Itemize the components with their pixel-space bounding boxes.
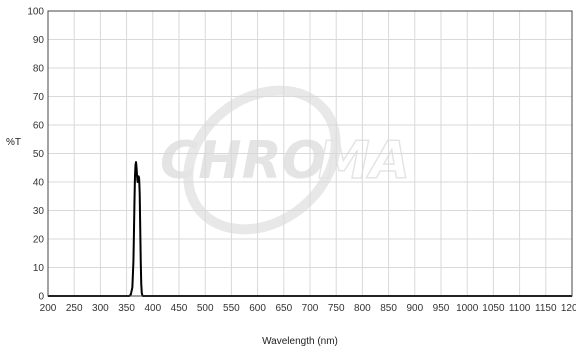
watermark-bold-text: CHRO [160, 131, 326, 191]
y-tick-label: 0 [38, 292, 44, 303]
x-tick-label: 1050 [482, 303, 505, 314]
y-tick-label: 50 [33, 149, 45, 160]
y-tick-label: 10 [33, 263, 45, 274]
x-tick-label: 1000 [456, 303, 479, 314]
y-tick-label: 40 [33, 178, 45, 189]
plot-frame [47, 10, 573, 297]
x-tick-label: 250 [66, 303, 83, 314]
chroma-watermark-logo: CHRO MA [160, 85, 411, 235]
x-tick-label: 550 [223, 303, 240, 314]
x-tick-label: 1100 [509, 303, 531, 314]
grid-lines [47, 10, 573, 297]
x-tick-label: 900 [406, 303, 423, 314]
x-tick-label: 750 [328, 303, 345, 314]
y-tick-label: 70 [33, 92, 45, 103]
x-tick-label: 1150 [535, 303, 557, 314]
x-tick-label: 700 [302, 303, 319, 314]
y-tick-labels: 0 10 20 30 40 50 60 70 80 90 100 [27, 7, 44, 303]
y-tick-label: 30 [33, 206, 45, 217]
x-tick-label: 650 [275, 303, 292, 314]
x-tick-label: 800 [354, 303, 371, 314]
x-tick-label: 450 [171, 303, 188, 314]
y-tick-label: 80 [33, 64, 45, 75]
x-tick-label: 600 [249, 303, 266, 314]
x-tick-label: 950 [433, 303, 450, 314]
x-tick-label: 400 [144, 303, 161, 314]
x-axis-label: Wavelength (nm) [262, 336, 338, 347]
x-tick-label: 200 [40, 303, 57, 314]
y-tick-label: 90 [33, 35, 45, 46]
x-tick-label: 350 [118, 303, 135, 314]
y-tick-label: 20 [33, 235, 45, 246]
x-tick-label: 500 [197, 303, 214, 314]
y-tick-label: 100 [27, 7, 44, 18]
y-axis-label: %T [6, 137, 21, 148]
x-tick-label: 300 [92, 303, 109, 314]
x-tick-label: 850 [380, 303, 397, 314]
x-tick-labels: 200 250 300 350 400 450 500 550 600 650 700 750 800 8… [40, 303, 576, 314]
y-tick-label: 60 [33, 121, 45, 132]
